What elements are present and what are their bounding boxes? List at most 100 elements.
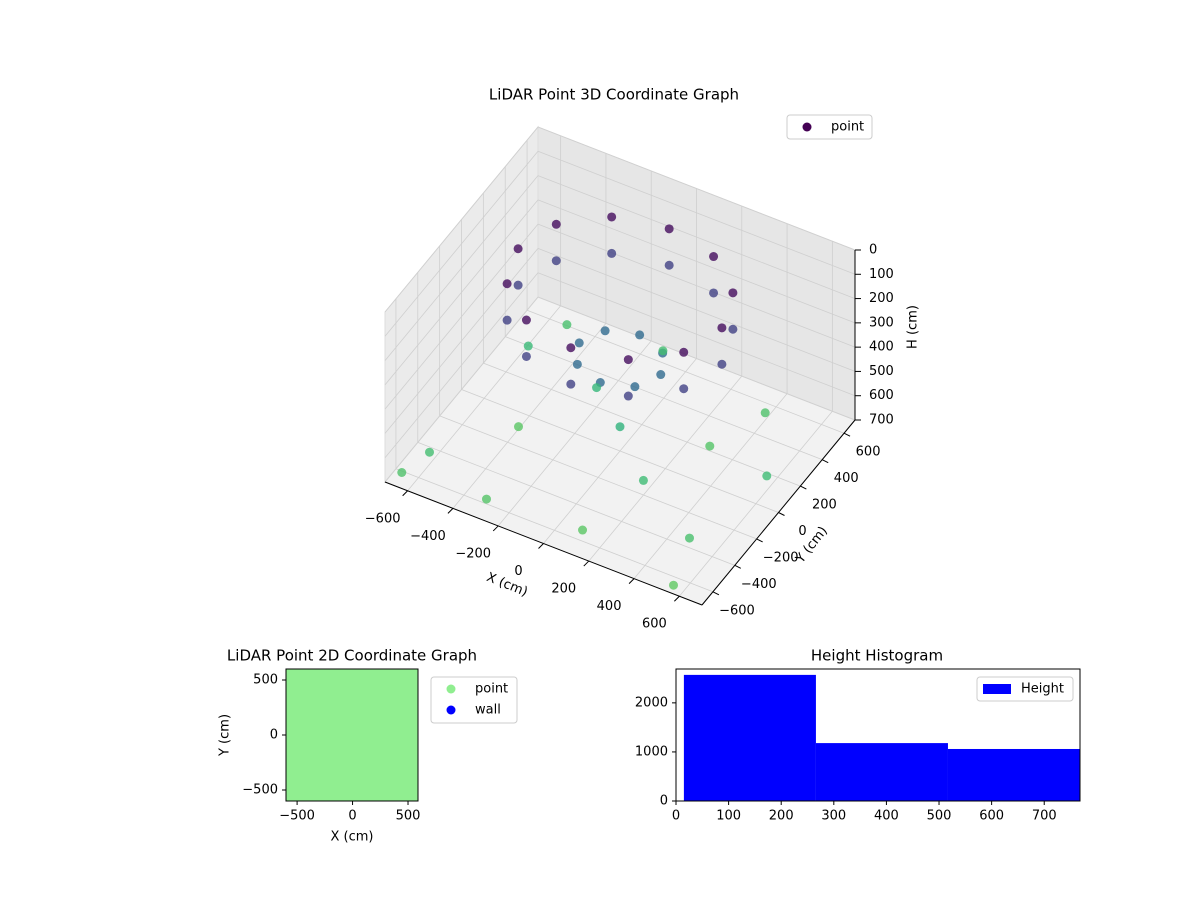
chart-title: LiDAR Point 3D Coordinate Graph: [489, 86, 739, 104]
x-tick-label: −400: [410, 529, 446, 544]
legend-label: wall: [475, 703, 501, 718]
point: [635, 330, 645, 340]
z-tick-label: 500: [869, 364, 894, 379]
point: [551, 256, 561, 266]
point: [292, 741, 325, 773]
point: [669, 580, 678, 590]
x-tick-label: 200: [769, 809, 794, 824]
point: [521, 351, 531, 361]
x-tick: [492, 525, 499, 532]
y-tick-label: 2000: [635, 695, 668, 710]
point: [600, 326, 610, 336]
point: [513, 280, 523, 290]
point: [523, 341, 533, 351]
axis-line: [384, 481, 703, 606]
point: [566, 343, 576, 353]
point: [623, 391, 633, 401]
point: [400, 669, 418, 685]
grid-line: [384, 296, 539, 483]
z-tick-label: 300: [869, 315, 894, 330]
grid-line: [483, 362, 801, 487]
z-tick-label: 400: [869, 340, 894, 355]
point: [709, 288, 719, 298]
grid-line: [505, 336, 823, 461]
bar: [815, 743, 948, 801]
point: [314, 675, 347, 707]
point: [572, 359, 582, 369]
point: [679, 384, 689, 394]
y-tick-label: −400: [741, 577, 777, 592]
point: [358, 697, 391, 729]
point: [630, 382, 640, 392]
point: [314, 719, 347, 751]
grid-line: [537, 150, 856, 275]
y-tick-label: 200: [812, 498, 837, 513]
z-tick-label: 200: [869, 291, 894, 306]
point: [607, 212, 617, 222]
grid-line: [439, 415, 757, 540]
z-tick-label: 0: [869, 243, 877, 258]
point: [709, 252, 719, 262]
point: [728, 324, 738, 334]
grid-line: [395, 468, 714, 593]
x-tick-label: 200: [551, 582, 576, 597]
point: [566, 379, 576, 389]
point: [656, 370, 666, 380]
x-tick-label: −600: [365, 511, 401, 526]
legend-marker: [446, 705, 456, 715]
x-tick: [538, 543, 544, 549]
x-tick-label: 700: [1032, 809, 1057, 824]
point: [336, 719, 369, 751]
point: [658, 346, 668, 356]
point: [551, 219, 561, 229]
x-tick-label: 0: [514, 564, 522, 579]
point: [358, 741, 391, 773]
x-tick: [674, 595, 680, 602]
bar: [947, 748, 1080, 801]
point: [336, 675, 369, 707]
x-tick-label: 0: [672, 809, 680, 824]
x-tick-label: 300: [821, 809, 846, 824]
point: [562, 320, 572, 330]
grid-line: [384, 223, 539, 410]
point: [679, 347, 689, 357]
x-tick-label: 500: [396, 809, 421, 824]
point: [664, 260, 674, 270]
point: [615, 422, 625, 432]
y-tick-label: 0: [660, 794, 668, 809]
x-tick: [447, 508, 454, 514]
y-tick: [800, 485, 807, 490]
x-tick-label: 600: [642, 617, 667, 632]
legend-label: point: [831, 120, 864, 135]
point: [638, 475, 648, 485]
y-tick: [778, 512, 785, 516]
legend-box: [976, 676, 1074, 702]
point: [358, 719, 391, 751]
y-tick-label: 0: [270, 728, 278, 743]
plot-3d: [384, 125, 856, 606]
legend-marker: [446, 684, 456, 694]
x-tick-label: 400: [874, 809, 899, 824]
legend-label: Height: [1021, 682, 1064, 697]
axis-line: [701, 419, 856, 606]
y-axis-label: Y (cm): [218, 714, 233, 757]
x-tick-label: 0: [348, 809, 356, 824]
x-tick-label: 400: [597, 599, 622, 614]
point: [607, 248, 617, 258]
legend-box: [786, 114, 873, 140]
y-tick: [712, 591, 720, 596]
point: [521, 315, 531, 325]
point: [425, 447, 434, 457]
grid-line: [537, 199, 856, 324]
y-tick-label: −600: [719, 603, 755, 618]
z-tick-label: 100: [869, 267, 894, 282]
point: [502, 279, 512, 289]
point: [717, 323, 727, 333]
x-axis-label: X (cm): [331, 830, 374, 845]
z-tick-label: 700: [869, 413, 894, 428]
x-tick-label: 100: [716, 809, 741, 824]
point: [728, 288, 738, 298]
legend-marker: [802, 122, 812, 132]
grid-line: [417, 441, 735, 566]
grid-line: [384, 175, 539, 361]
